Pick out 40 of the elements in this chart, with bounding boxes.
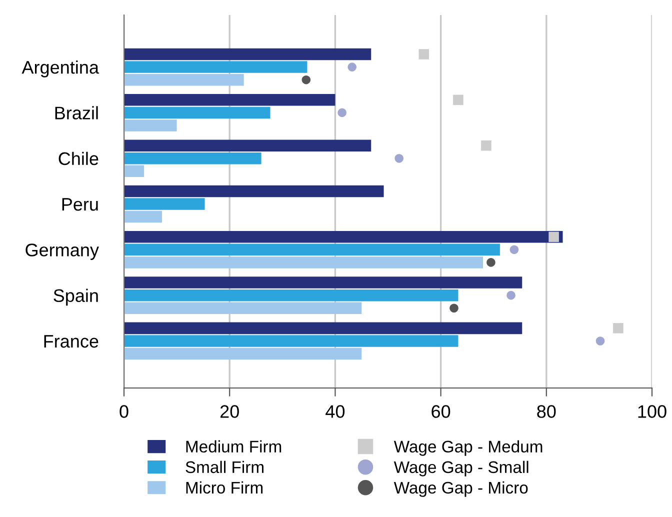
bar <box>124 210 162 223</box>
bar <box>124 322 522 334</box>
bar <box>124 48 372 60</box>
x-tick-label: 80 <box>537 405 556 418</box>
y-tick-label: Chile <box>58 152 98 166</box>
legend-label: Small Firm <box>186 460 264 474</box>
legend-label: Wage Gap - Medum <box>394 440 542 456</box>
bar <box>124 152 262 164</box>
bar <box>124 61 308 73</box>
bar <box>124 106 270 119</box>
legend-label: Micro Firm <box>186 481 263 494</box>
x-tick-label: 40 <box>326 405 345 418</box>
legend-label: Wage Gap - Small <box>394 460 528 476</box>
bar <box>124 348 362 360</box>
y-tick-label: Brazil <box>55 106 98 120</box>
bar <box>124 335 458 347</box>
bar <box>124 276 522 288</box>
y-tick-label: Germany <box>26 244 99 260</box>
y-tick-label: Peru <box>62 198 98 211</box>
bar <box>124 198 205 210</box>
legend-label: Medium Firm <box>186 440 282 453</box>
bar <box>124 256 484 268</box>
x-tick-label: 100 <box>638 405 666 418</box>
bar <box>124 94 336 106</box>
y-tick-label: France <box>44 335 98 348</box>
bar <box>124 74 244 86</box>
bar <box>124 289 458 302</box>
bar <box>124 302 362 314</box>
y-tick-label: Spain <box>54 288 98 306</box>
bar <box>124 165 144 178</box>
x-tick-label: 60 <box>432 405 450 418</box>
x-tick-label: 0 <box>120 405 128 418</box>
bar <box>124 244 500 256</box>
bar <box>124 120 177 132</box>
legend-label: Wage Gap - Micro <box>394 481 528 497</box>
bar <box>124 231 563 243</box>
bar <box>124 140 372 152</box>
bar <box>124 185 384 198</box>
y-tick-label: Argentina <box>22 60 100 78</box>
x-tick-label: 20 <box>220 405 239 418</box>
